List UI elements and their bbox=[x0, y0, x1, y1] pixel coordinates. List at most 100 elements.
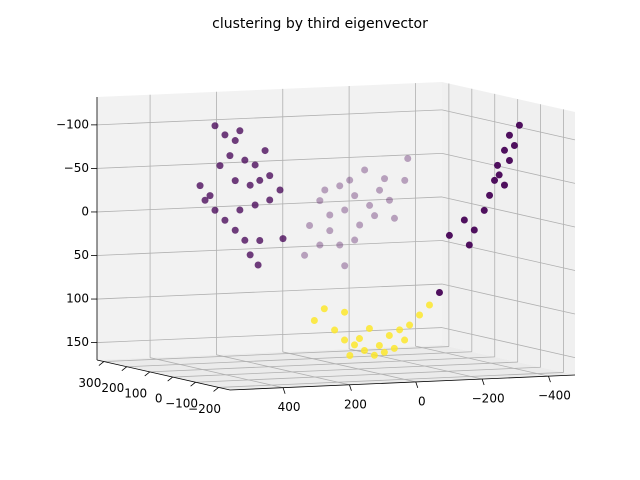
point bbox=[261, 147, 269, 155]
point bbox=[491, 176, 499, 184]
point bbox=[445, 231, 453, 239]
z-grid-line bbox=[96, 283, 443, 300]
y-tick-label: 100 bbox=[124, 386, 147, 400]
point bbox=[401, 336, 409, 344]
x-tick bbox=[349, 384, 352, 391]
point bbox=[256, 176, 264, 184]
point bbox=[231, 137, 239, 145]
side-pane bbox=[442, 82, 575, 375]
axis-line bbox=[229, 374, 576, 391]
point bbox=[341, 308, 349, 316]
y-tick bbox=[121, 366, 128, 372]
x-grid-line bbox=[216, 354, 350, 386]
point bbox=[310, 316, 318, 324]
point bbox=[336, 241, 344, 249]
point bbox=[221, 131, 229, 139]
x-grid-line bbox=[149, 357, 284, 389]
y-tick bbox=[190, 381, 196, 387]
z-grid-line bbox=[96, 240, 443, 256]
y-tick bbox=[98, 361, 105, 366]
y-grid-line bbox=[126, 351, 472, 368]
chart-title: clustering by third eigenvector bbox=[212, 16, 428, 32]
x-tick-label: −400 bbox=[538, 389, 571, 403]
point bbox=[316, 241, 324, 249]
point bbox=[396, 326, 404, 334]
point bbox=[370, 351, 378, 359]
point bbox=[206, 192, 214, 200]
point bbox=[401, 176, 409, 184]
point bbox=[510, 142, 518, 150]
point bbox=[495, 171, 503, 179]
point bbox=[196, 182, 204, 190]
point bbox=[326, 211, 334, 219]
point bbox=[231, 177, 239, 185]
point bbox=[241, 156, 249, 164]
z-tick-label: 150 bbox=[66, 335, 89, 349]
z-grid-line bbox=[441, 327, 576, 358]
x-tick bbox=[415, 381, 419, 389]
point bbox=[316, 197, 324, 205]
point bbox=[211, 122, 219, 130]
y-grid-line bbox=[195, 366, 541, 383]
point bbox=[494, 161, 502, 169]
z-grid-line bbox=[96, 153, 443, 169]
x-tick-label: −200 bbox=[472, 392, 505, 406]
z-tick-label: −50 bbox=[64, 161, 89, 175]
point bbox=[365, 325, 373, 333]
y-tick-label: 200 bbox=[101, 381, 124, 395]
point bbox=[266, 172, 274, 180]
y-tick bbox=[213, 387, 219, 392]
point bbox=[241, 236, 249, 244]
point bbox=[211, 206, 219, 214]
point bbox=[256, 237, 264, 245]
y-grid-line bbox=[172, 361, 518, 378]
z-tick-label: 50 bbox=[74, 248, 89, 262]
point bbox=[416, 311, 424, 319]
point bbox=[216, 162, 224, 170]
point bbox=[341, 336, 349, 344]
z-grid-line bbox=[441, 196, 576, 228]
point bbox=[221, 216, 229, 224]
point bbox=[515, 121, 523, 129]
x-grid-line bbox=[415, 345, 549, 377]
point bbox=[390, 344, 398, 352]
z-grid-line bbox=[441, 240, 576, 271]
y-grid-line bbox=[149, 356, 495, 373]
z-grid-line bbox=[96, 109, 443, 126]
point bbox=[505, 157, 513, 165]
z-tick-label: −100 bbox=[56, 117, 89, 131]
point bbox=[435, 288, 443, 296]
point bbox=[331, 326, 339, 334]
z-grid-line bbox=[441, 283, 576, 315]
y-tick-label: 0 bbox=[155, 392, 163, 406]
point bbox=[356, 221, 364, 229]
point bbox=[376, 186, 384, 194]
floor-pane bbox=[97, 345, 575, 390]
point bbox=[425, 301, 433, 309]
x-tick-label: 0 bbox=[418, 394, 426, 408]
x-tick-label: 400 bbox=[278, 400, 301, 414]
point bbox=[251, 201, 259, 209]
point bbox=[486, 191, 494, 199]
point bbox=[336, 182, 344, 190]
point bbox=[404, 154, 412, 162]
point bbox=[366, 201, 374, 209]
point bbox=[276, 186, 284, 194]
point bbox=[390, 214, 398, 222]
point bbox=[266, 196, 274, 204]
y-tick-label: 300 bbox=[78, 376, 101, 390]
z-tick-label: 100 bbox=[66, 292, 89, 306]
point bbox=[385, 196, 393, 204]
point bbox=[406, 321, 414, 329]
point bbox=[381, 175, 389, 183]
point bbox=[236, 206, 244, 214]
point bbox=[226, 152, 234, 160]
point bbox=[470, 226, 478, 234]
y-tick bbox=[144, 371, 150, 377]
point bbox=[351, 341, 359, 349]
point bbox=[321, 186, 329, 194]
z-grid-line bbox=[96, 196, 443, 213]
x-tick bbox=[481, 378, 485, 386]
z-grid-line bbox=[96, 327, 443, 343]
